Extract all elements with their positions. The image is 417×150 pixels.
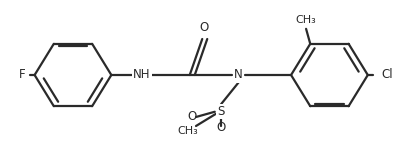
Text: F: F xyxy=(18,69,25,81)
Text: N: N xyxy=(234,69,243,81)
Text: O: O xyxy=(200,21,209,33)
Text: NH: NH xyxy=(133,69,151,81)
Text: O: O xyxy=(216,121,226,134)
Text: O: O xyxy=(187,111,196,123)
Text: CH₃: CH₃ xyxy=(177,126,198,135)
Text: Cl: Cl xyxy=(381,69,393,81)
Text: CH₃: CH₃ xyxy=(296,15,317,25)
Text: S: S xyxy=(217,105,225,118)
